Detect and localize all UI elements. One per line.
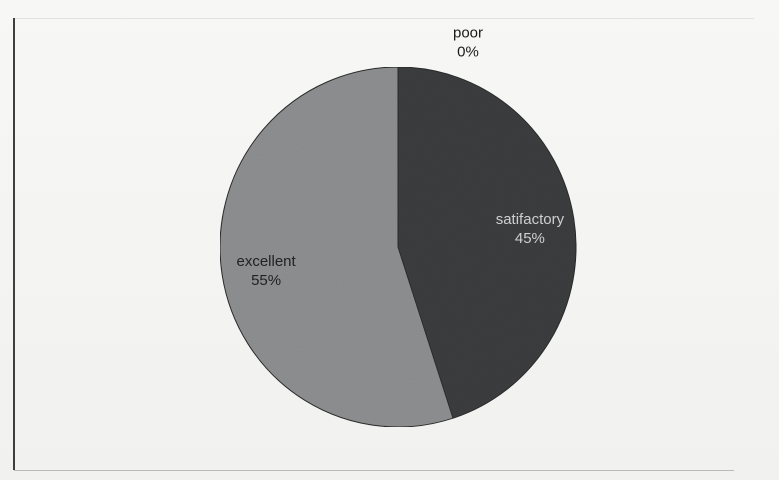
pie-slices <box>219 66 577 428</box>
slice-value-poor: 0% <box>457 44 479 61</box>
slice-value-satifactory: 45% <box>515 230 545 247</box>
slice-label-satifactory: satifactory <box>496 211 565 228</box>
frame-top-border <box>14 18 754 19</box>
slice-value-excellent: 55% <box>251 272 281 289</box>
slice-label-poor: poor <box>453 25 483 42</box>
pie-labels: poor 0% satifactory 45% excellent 55% <box>236 25 564 290</box>
slice-label-excellent: excellent <box>236 253 296 270</box>
frame-left-border <box>13 18 15 470</box>
pie-slice-excellent <box>219 66 454 428</box>
pie-slice-satifactory <box>397 66 577 419</box>
frame-bottom-border <box>14 470 734 471</box>
